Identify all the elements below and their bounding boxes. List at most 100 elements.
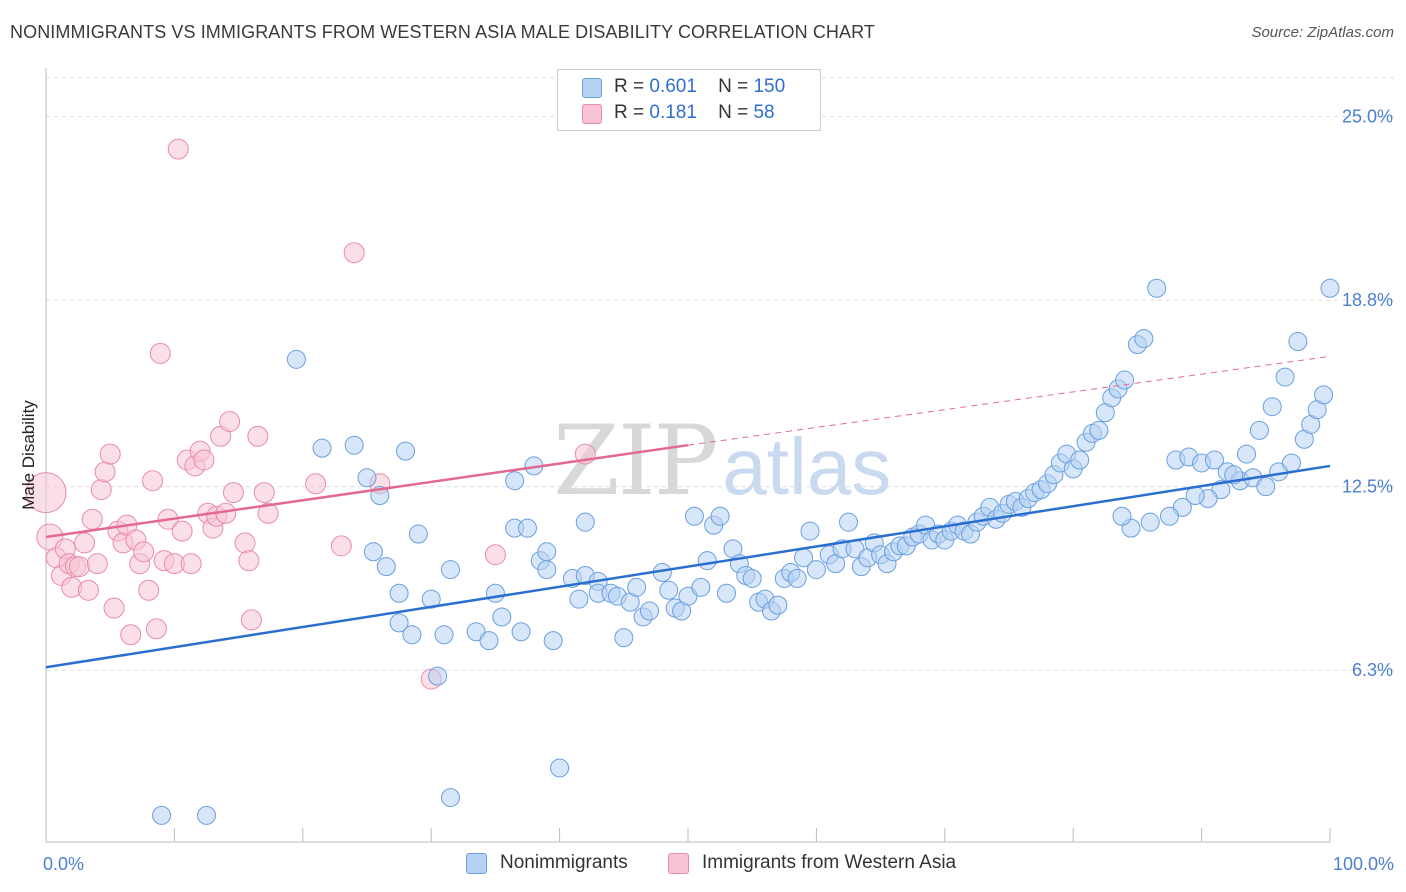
- data-point-immigrants: [149, 342, 171, 364]
- data-point-immigrants: [142, 470, 164, 492]
- data-point-immigrants: [90, 479, 112, 501]
- data-point-immigrants: [68, 556, 90, 578]
- data-point-nonimmigrants: [710, 506, 730, 526]
- trend-line-immigrants-extension: [687, 355, 1331, 446]
- data-point-nonimmigrants: [152, 805, 172, 825]
- data-point-nonimmigrants: [1115, 370, 1135, 390]
- data-point-nonimmigrants: [1070, 450, 1090, 470]
- data-point-immigrants: [330, 535, 352, 557]
- legend-r-label: R =: [614, 102, 645, 123]
- data-point-nonimmigrants: [363, 542, 383, 562]
- data-point-nonimmigrants: [1237, 444, 1257, 464]
- data-point-nonimmigrants: [312, 438, 332, 458]
- data-point-nonimmigrants: [479, 631, 499, 651]
- data-point-immigrants: [343, 242, 365, 264]
- data-point-nonimmigrants: [518, 518, 537, 538]
- legend-swatch-pink: [582, 104, 602, 124]
- data-point-immigrants: [145, 618, 167, 640]
- data-point-nonimmigrants: [440, 788, 460, 808]
- data-point-immigrants: [484, 544, 506, 566]
- source-label: Source: ZipAtlas.com: [1251, 24, 1394, 41]
- data-point-nonimmigrants: [575, 512, 595, 532]
- data-point-nonimmigrants: [1134, 329, 1154, 349]
- data-point-nonimmigrants: [1275, 367, 1295, 387]
- data-point-nonimmigrants: [1281, 453, 1301, 473]
- data-point-nonimmigrants: [376, 557, 396, 577]
- data-point-nonimmigrants: [396, 441, 416, 461]
- data-point-nonimmigrants: [742, 568, 762, 588]
- data-point-nonimmigrants: [639, 601, 659, 621]
- data-point-nonimmigrants: [550, 758, 570, 778]
- data-point-nonimmigrants: [440, 560, 460, 580]
- bottom-legend-swatch-pink: [668, 853, 689, 874]
- data-point-nonimmigrants: [1249, 420, 1269, 440]
- data-point-immigrants: [103, 597, 125, 619]
- data-point-immigrants: [257, 502, 279, 524]
- legend-r-value: 0.601: [649, 76, 697, 97]
- data-point-immigrants: [240, 609, 262, 631]
- data-point-nonimmigrants: [1112, 506, 1132, 526]
- legend-n-label: N =: [718, 102, 749, 123]
- data-point-nonimmigrants: [684, 506, 704, 526]
- data-point-nonimmigrants: [537, 542, 557, 562]
- data-point-nonimmigrants: [614, 628, 634, 648]
- data-point-immigrants: [133, 541, 155, 563]
- data-point-nonimmigrants: [434, 625, 454, 645]
- data-point-immigrants: [247, 425, 269, 447]
- data-point-nonimmigrants: [389, 613, 409, 633]
- y-tick-label: 12.5%: [1342, 477, 1393, 497]
- y-tick-label: 6.3%: [1352, 660, 1393, 680]
- data-point-nonimmigrants: [806, 560, 826, 580]
- trend-line-nonimmigrants: [45, 464, 1331, 669]
- data-point-immigrants: [120, 624, 142, 646]
- axes: [45, 68, 1331, 843]
- data-point-nonimmigrants: [800, 521, 820, 541]
- y-tick-label: 25.0%: [1342, 106, 1393, 126]
- grid-lines: [46, 77, 1394, 671]
- legend-n-label: N =: [718, 76, 749, 97]
- data-point-immigrants: [234, 532, 256, 554]
- data-point-nonimmigrants: [1089, 420, 1109, 440]
- data-point-immigrants: [81, 508, 103, 530]
- data-point-nonimmigrants: [1288, 332, 1308, 352]
- data-point-nonimmigrants: [543, 631, 563, 651]
- bottom-legend-label: Nonimmigrants: [500, 852, 628, 873]
- data-point-nonimmigrants: [1320, 278, 1340, 298]
- data-point-immigrants: [77, 579, 99, 601]
- data-point-immigrants: [74, 532, 96, 554]
- data-point-nonimmigrants: [569, 589, 589, 609]
- data-point-nonimmigrants: [492, 607, 512, 627]
- data-point-nonimmigrants: [1262, 397, 1282, 417]
- data-point-nonimmigrants: [768, 595, 788, 615]
- data-point-immigrants: [138, 579, 160, 601]
- data-point-nonimmigrants: [344, 435, 364, 455]
- data-point-nonimmigrants: [1204, 450, 1224, 470]
- y-axis-title: Male Disability: [19, 400, 38, 510]
- data-point-immigrants: [94, 461, 116, 483]
- data-point-immigrants: [86, 553, 108, 575]
- y-tick-label: 18.8%: [1342, 290, 1393, 310]
- data-point-nonimmigrants: [627, 577, 647, 597]
- data-point-nonimmigrants: [286, 349, 306, 369]
- data-point-nonimmigrants: [1314, 385, 1334, 405]
- data-point-nonimmigrants: [1256, 477, 1276, 497]
- data-point-nonimmigrants: [787, 568, 807, 588]
- legend-swatch-blue: [582, 78, 602, 98]
- data-point-immigrants: [219, 411, 241, 433]
- legend-r-value: 0.181: [649, 102, 697, 123]
- data-point-immigrants: [99, 443, 121, 465]
- data-point-nonimmigrants: [421, 589, 441, 609]
- data-point-nonimmigrants: [511, 622, 531, 642]
- data-point-nonimmigrants: [1147, 278, 1167, 298]
- data-point-nonimmigrants: [691, 577, 711, 597]
- data-point-nonimmigrants: [839, 512, 858, 532]
- data-point-nonimmigrants: [1160, 506, 1179, 526]
- legend-stats-immigrants: R = 0.181 N = 58: [614, 102, 775, 124]
- legend-stats-nonimmigrants: R = 0.601 N = 150: [614, 76, 785, 98]
- bottom-legend-swatch-blue: [466, 853, 487, 874]
- data-point-immigrants: [193, 449, 215, 471]
- correlation-legend: R = 0.601 N = 150 R = 0.181 N = 58: [557, 69, 821, 131]
- data-point-nonimmigrants: [659, 580, 679, 600]
- data-point-immigrants: [238, 550, 260, 572]
